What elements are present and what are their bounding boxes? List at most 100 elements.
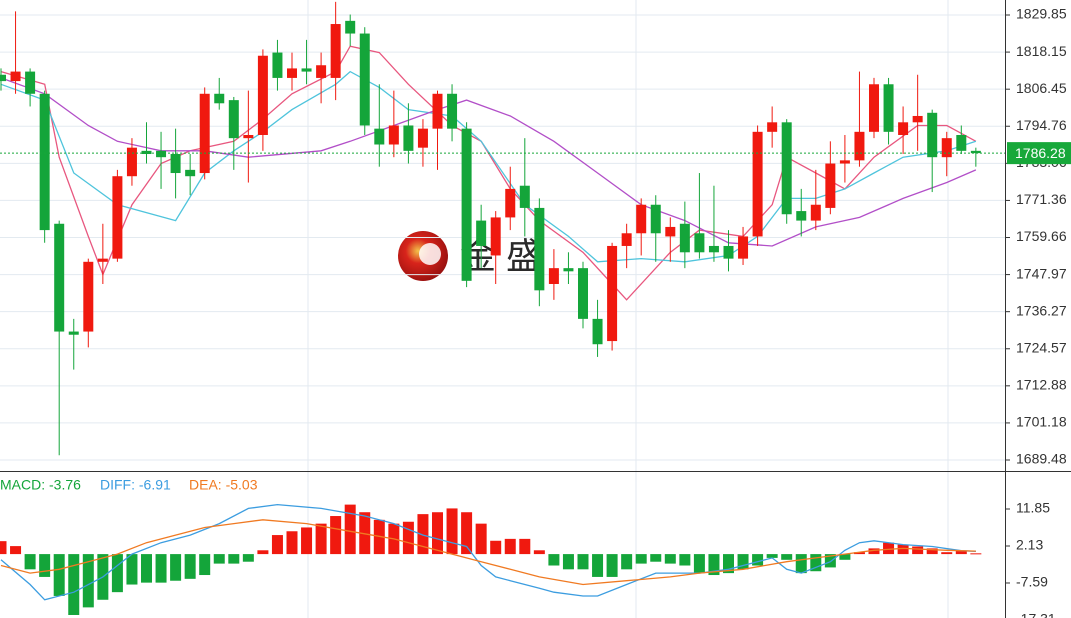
candle-body bbox=[0, 74, 6, 82]
candle-body bbox=[490, 217, 501, 256]
y-tick-label: 2.13 bbox=[1016, 537, 1043, 553]
candle-body bbox=[272, 52, 283, 78]
macd-bar bbox=[301, 527, 313, 555]
candle-body bbox=[83, 261, 94, 332]
candle-body bbox=[287, 68, 297, 78]
macd-bar bbox=[519, 538, 531, 555]
candle-body bbox=[534, 207, 545, 291]
macd-bar bbox=[664, 554, 676, 564]
candle-body bbox=[592, 318, 603, 345]
candle-body bbox=[723, 245, 734, 259]
candle-body bbox=[388, 125, 399, 145]
candle-body bbox=[141, 150, 152, 155]
candle-body bbox=[156, 150, 167, 158]
moving-average-line bbox=[0, 77, 977, 247]
macd-bar bbox=[839, 554, 851, 560]
macd-bar bbox=[315, 523, 327, 555]
candle-body bbox=[345, 20, 356, 34]
macd-bar bbox=[417, 514, 429, 555]
macd-bar bbox=[577, 554, 589, 570]
candle-body bbox=[927, 112, 938, 158]
candle-body bbox=[650, 204, 661, 234]
candle-body bbox=[665, 226, 676, 237]
macd-bar bbox=[199, 554, 211, 576]
candle-body bbox=[301, 68, 312, 72]
macd-bar bbox=[141, 554, 152, 583]
candle-body bbox=[548, 268, 559, 284]
macd-bar bbox=[432, 512, 443, 555]
candle-body bbox=[781, 122, 792, 215]
candle-body bbox=[54, 223, 65, 332]
macd-bar bbox=[737, 554, 749, 570]
candle-body bbox=[752, 131, 763, 237]
macd-bar bbox=[752, 554, 764, 566]
candle-body bbox=[214, 93, 225, 104]
y-tick-label: 1747.97 bbox=[1016, 265, 1067, 281]
candle-body bbox=[621, 233, 632, 246]
macd-bar bbox=[795, 554, 807, 574]
y-tick-label: 1736.27 bbox=[1016, 302, 1067, 318]
last-price-label: 1786.28 bbox=[1015, 145, 1066, 161]
macd-bar bbox=[111, 554, 123, 593]
last-price-box bbox=[1007, 142, 1071, 165]
legend-item: DIFF: -6.91 bbox=[100, 477, 171, 493]
candle-body bbox=[883, 84, 894, 132]
macd-bar bbox=[155, 554, 167, 583]
candle-body bbox=[854, 131, 865, 161]
candle-body bbox=[970, 150, 981, 154]
macd-bar bbox=[330, 516, 342, 555]
candle-body bbox=[243, 134, 254, 139]
macd-bar bbox=[533, 550, 545, 555]
candle-body bbox=[432, 93, 443, 129]
candle-body bbox=[708, 245, 719, 253]
macd-bar bbox=[708, 554, 720, 576]
candle-body bbox=[403, 125, 414, 151]
macd-bar bbox=[286, 531, 298, 555]
candle-body bbox=[199, 93, 210, 174]
y-tick-label: 1724.57 bbox=[1016, 339, 1067, 355]
macd-bar bbox=[693, 554, 705, 574]
y-tick-label: 11.85 bbox=[1016, 500, 1050, 516]
candle-body bbox=[694, 233, 705, 253]
candle-body bbox=[447, 93, 458, 129]
macd-bar bbox=[213, 554, 225, 564]
macd-bar bbox=[606, 554, 618, 577]
macd-bar bbox=[0, 541, 7, 555]
watermark-text: 金 盛 bbox=[460, 236, 542, 277]
candle-body bbox=[330, 24, 341, 78]
macd-bar bbox=[475, 523, 487, 555]
macd-bar bbox=[912, 546, 924, 555]
macd-bar bbox=[926, 548, 938, 555]
candle-body bbox=[257, 55, 268, 135]
macd-bar bbox=[955, 551, 967, 555]
y-tick-label: 1829.85 bbox=[1016, 6, 1067, 22]
candle-body bbox=[869, 84, 879, 132]
legend-macd: MACD: -3.76 bbox=[0, 477, 81, 493]
macd-bar bbox=[257, 550, 269, 555]
candle-body bbox=[359, 33, 370, 126]
macd-bar bbox=[344, 504, 356, 555]
macd-bar bbox=[39, 554, 51, 577]
candle-body bbox=[126, 147, 137, 177]
y-tick-label: 1712.88 bbox=[1016, 377, 1067, 393]
legend-item: DEA: -5.03 bbox=[189, 477, 258, 493]
macd-bar bbox=[446, 508, 458, 555]
candle-body bbox=[607, 245, 618, 342]
y-tick-label: 1818.15 bbox=[1016, 43, 1067, 59]
macd-bar bbox=[242, 554, 254, 562]
candle-body bbox=[941, 138, 952, 158]
macd-bar bbox=[68, 554, 80, 615]
watermark: 金 盛 bbox=[398, 231, 542, 281]
candle-body bbox=[10, 71, 21, 82]
candle-body bbox=[767, 122, 778, 132]
candle-body bbox=[679, 223, 690, 253]
macd-bar bbox=[184, 554, 196, 579]
macd-bar bbox=[781, 554, 793, 560]
macd-bar bbox=[53, 554, 65, 596]
macd-bar bbox=[24, 554, 36, 570]
macd-bar bbox=[490, 540, 502, 555]
candle-body bbox=[898, 122, 909, 135]
macd-bar bbox=[170, 554, 182, 581]
macd-bar bbox=[359, 512, 371, 555]
